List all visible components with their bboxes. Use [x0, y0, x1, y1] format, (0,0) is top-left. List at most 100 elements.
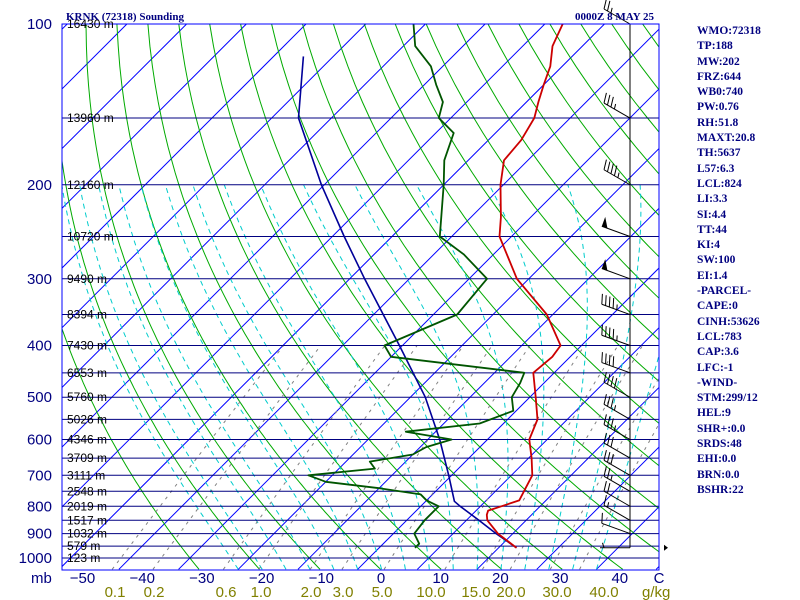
index-item: HEL:9	[697, 407, 731, 420]
height-label: 8394 m	[67, 308, 107, 322]
index-item: LI:3.3	[697, 193, 728, 206]
height-label: 3111 m	[67, 468, 105, 482]
index-item: RH:51.8	[697, 116, 739, 129]
mixing-ratio-label: 1.0	[251, 584, 272, 600]
dry-adiabat-line	[85, 24, 321, 570]
isotherm-line	[62, 24, 605, 568]
dry-adiabat-line	[456, 24, 659, 299]
isotherm-line	[118, 28, 659, 570]
mixing-ratio-line	[258, 345, 418, 570]
moist-adiabat-line	[62, 184, 239, 570]
isotherm-line	[62, 24, 187, 150]
temperature-tick-label: −50	[70, 570, 95, 587]
station-title: KRNK (72318) Sounding	[66, 11, 184, 23]
temperature-tick-label: −20	[249, 570, 274, 587]
isotherm-line	[62, 24, 367, 329]
moist-adiabat-line	[98, 184, 287, 570]
index-item: CAP:3.6	[697, 346, 739, 359]
index-item: TP:188	[697, 40, 733, 53]
dry-adiabat-line	[116, 24, 381, 570]
sounding-time: 0000Z 8 MAY 25	[575, 11, 654, 23]
index-item: FRZ:644	[697, 70, 742, 83]
pressure-unit-label: mb	[31, 570, 52, 587]
index-item: SRDS:48	[697, 438, 742, 451]
index-item: CAPE:0	[697, 300, 738, 313]
wind-barb	[603, 466, 631, 492]
height-label: 6553 m	[67, 366, 107, 380]
wind-barb	[603, 414, 631, 440]
dry-adiabat-line	[487, 24, 659, 258]
dry-adiabat-line	[62, 327, 200, 570]
height-label: 7430 m	[67, 339, 107, 353]
temperature-tick-label: 20	[492, 570, 509, 587]
temperature-tick-label: 30	[552, 570, 569, 587]
mixing-ratio-label: 0.1	[105, 584, 126, 600]
index-item: -PARCEL-	[697, 285, 752, 298]
dry-adiabat-line	[209, 24, 563, 570]
sounding-profiles	[297, 24, 564, 549]
dry-adiabat-line	[425, 24, 659, 341]
index-item: TT:44	[697, 223, 727, 236]
mixing-ratio-label: 0.2	[144, 584, 165, 600]
wind-barb	[603, 0, 631, 25]
dry-adiabat-line	[271, 24, 659, 553]
temperature-tick-label: −30	[189, 570, 214, 587]
index-item: SI:4.4	[697, 208, 727, 221]
isotherm-line	[62, 24, 307, 269]
storm-motion-marker	[664, 544, 668, 551]
mixing-ratio-label: 0.6	[216, 584, 237, 600]
temperature-tick-label: −40	[129, 570, 154, 587]
moist-adiabat-line	[140, 184, 335, 570]
mixing-ratio-label: 20.0	[496, 584, 525, 600]
index-item: EI:1.4	[697, 269, 728, 282]
height-label: 1032 m	[67, 527, 107, 541]
index-item: MW:202	[697, 55, 740, 68]
mixing-ratio-line	[341, 345, 493, 570]
height-label: 3709 m	[67, 451, 107, 465]
height-label: 12160 m	[67, 178, 114, 192]
index-item: L57:6.3	[697, 162, 735, 175]
mixing-ratio-unit-label: g/kg	[642, 584, 670, 600]
dry-adiabat-line	[394, 24, 659, 383]
height-label: 4346 m	[67, 433, 107, 447]
index-item: EHI:0.0	[697, 453, 737, 466]
isotherm-line	[536, 446, 659, 570]
moist-adiabat-line	[223, 184, 406, 570]
index-item: SHR+:0.0	[697, 422, 746, 435]
index-item: LFC:-1	[697, 361, 734, 374]
height-label: 13960 m	[67, 111, 114, 125]
index-item: CINH:53626	[697, 315, 760, 328]
temperature-tick-label: 10	[432, 570, 449, 587]
mixing-ratio-label: 10.0	[416, 584, 445, 600]
pressure-label: 900	[27, 526, 52, 543]
wind-barbs	[600, 0, 668, 551]
isotherm-line	[62, 24, 486, 448]
pressure-label: 800	[27, 498, 52, 515]
mixing-ratio-line	[222, 345, 386, 570]
sounding-indices-panel: WMO:72318 TP:188 MW:202 FRZ:644 WB0:740 PW:0.…	[697, 24, 800, 498]
dry-adiabat-line	[363, 24, 659, 424]
wind-barb	[600, 542, 630, 549]
wind-barb	[603, 92, 631, 119]
height-label: 5760 m	[67, 390, 107, 404]
wind-barb	[601, 324, 631, 346]
mixing-ratio-line	[579, 423, 659, 570]
index-item: BSHR:22	[697, 483, 744, 496]
parcel-path-line	[297, 56, 517, 549]
temperature-tick-label: −10	[309, 570, 334, 587]
wind-barb	[603, 450, 631, 476]
mixing-ratio-label: 30.0	[542, 584, 571, 600]
moist-adiabat-line	[164, 184, 359, 570]
dry-adiabat-line	[62, 157, 260, 570]
pressure-label: 300	[27, 271, 52, 288]
height-label: 1517 m	[67, 513, 107, 527]
index-item: -WIND-	[697, 376, 738, 389]
isotherm-line	[62, 24, 128, 90]
mixing-ratio-line	[309, 345, 464, 570]
isotherm-line	[178, 88, 659, 570]
wind-barb	[601, 293, 631, 316]
mixing-ratio-label: 2.0	[301, 584, 322, 600]
mixing-ratio-label: 3.0	[333, 584, 354, 600]
dry-adiabat-line	[147, 24, 442, 570]
height-label: 10720 m	[67, 229, 114, 243]
